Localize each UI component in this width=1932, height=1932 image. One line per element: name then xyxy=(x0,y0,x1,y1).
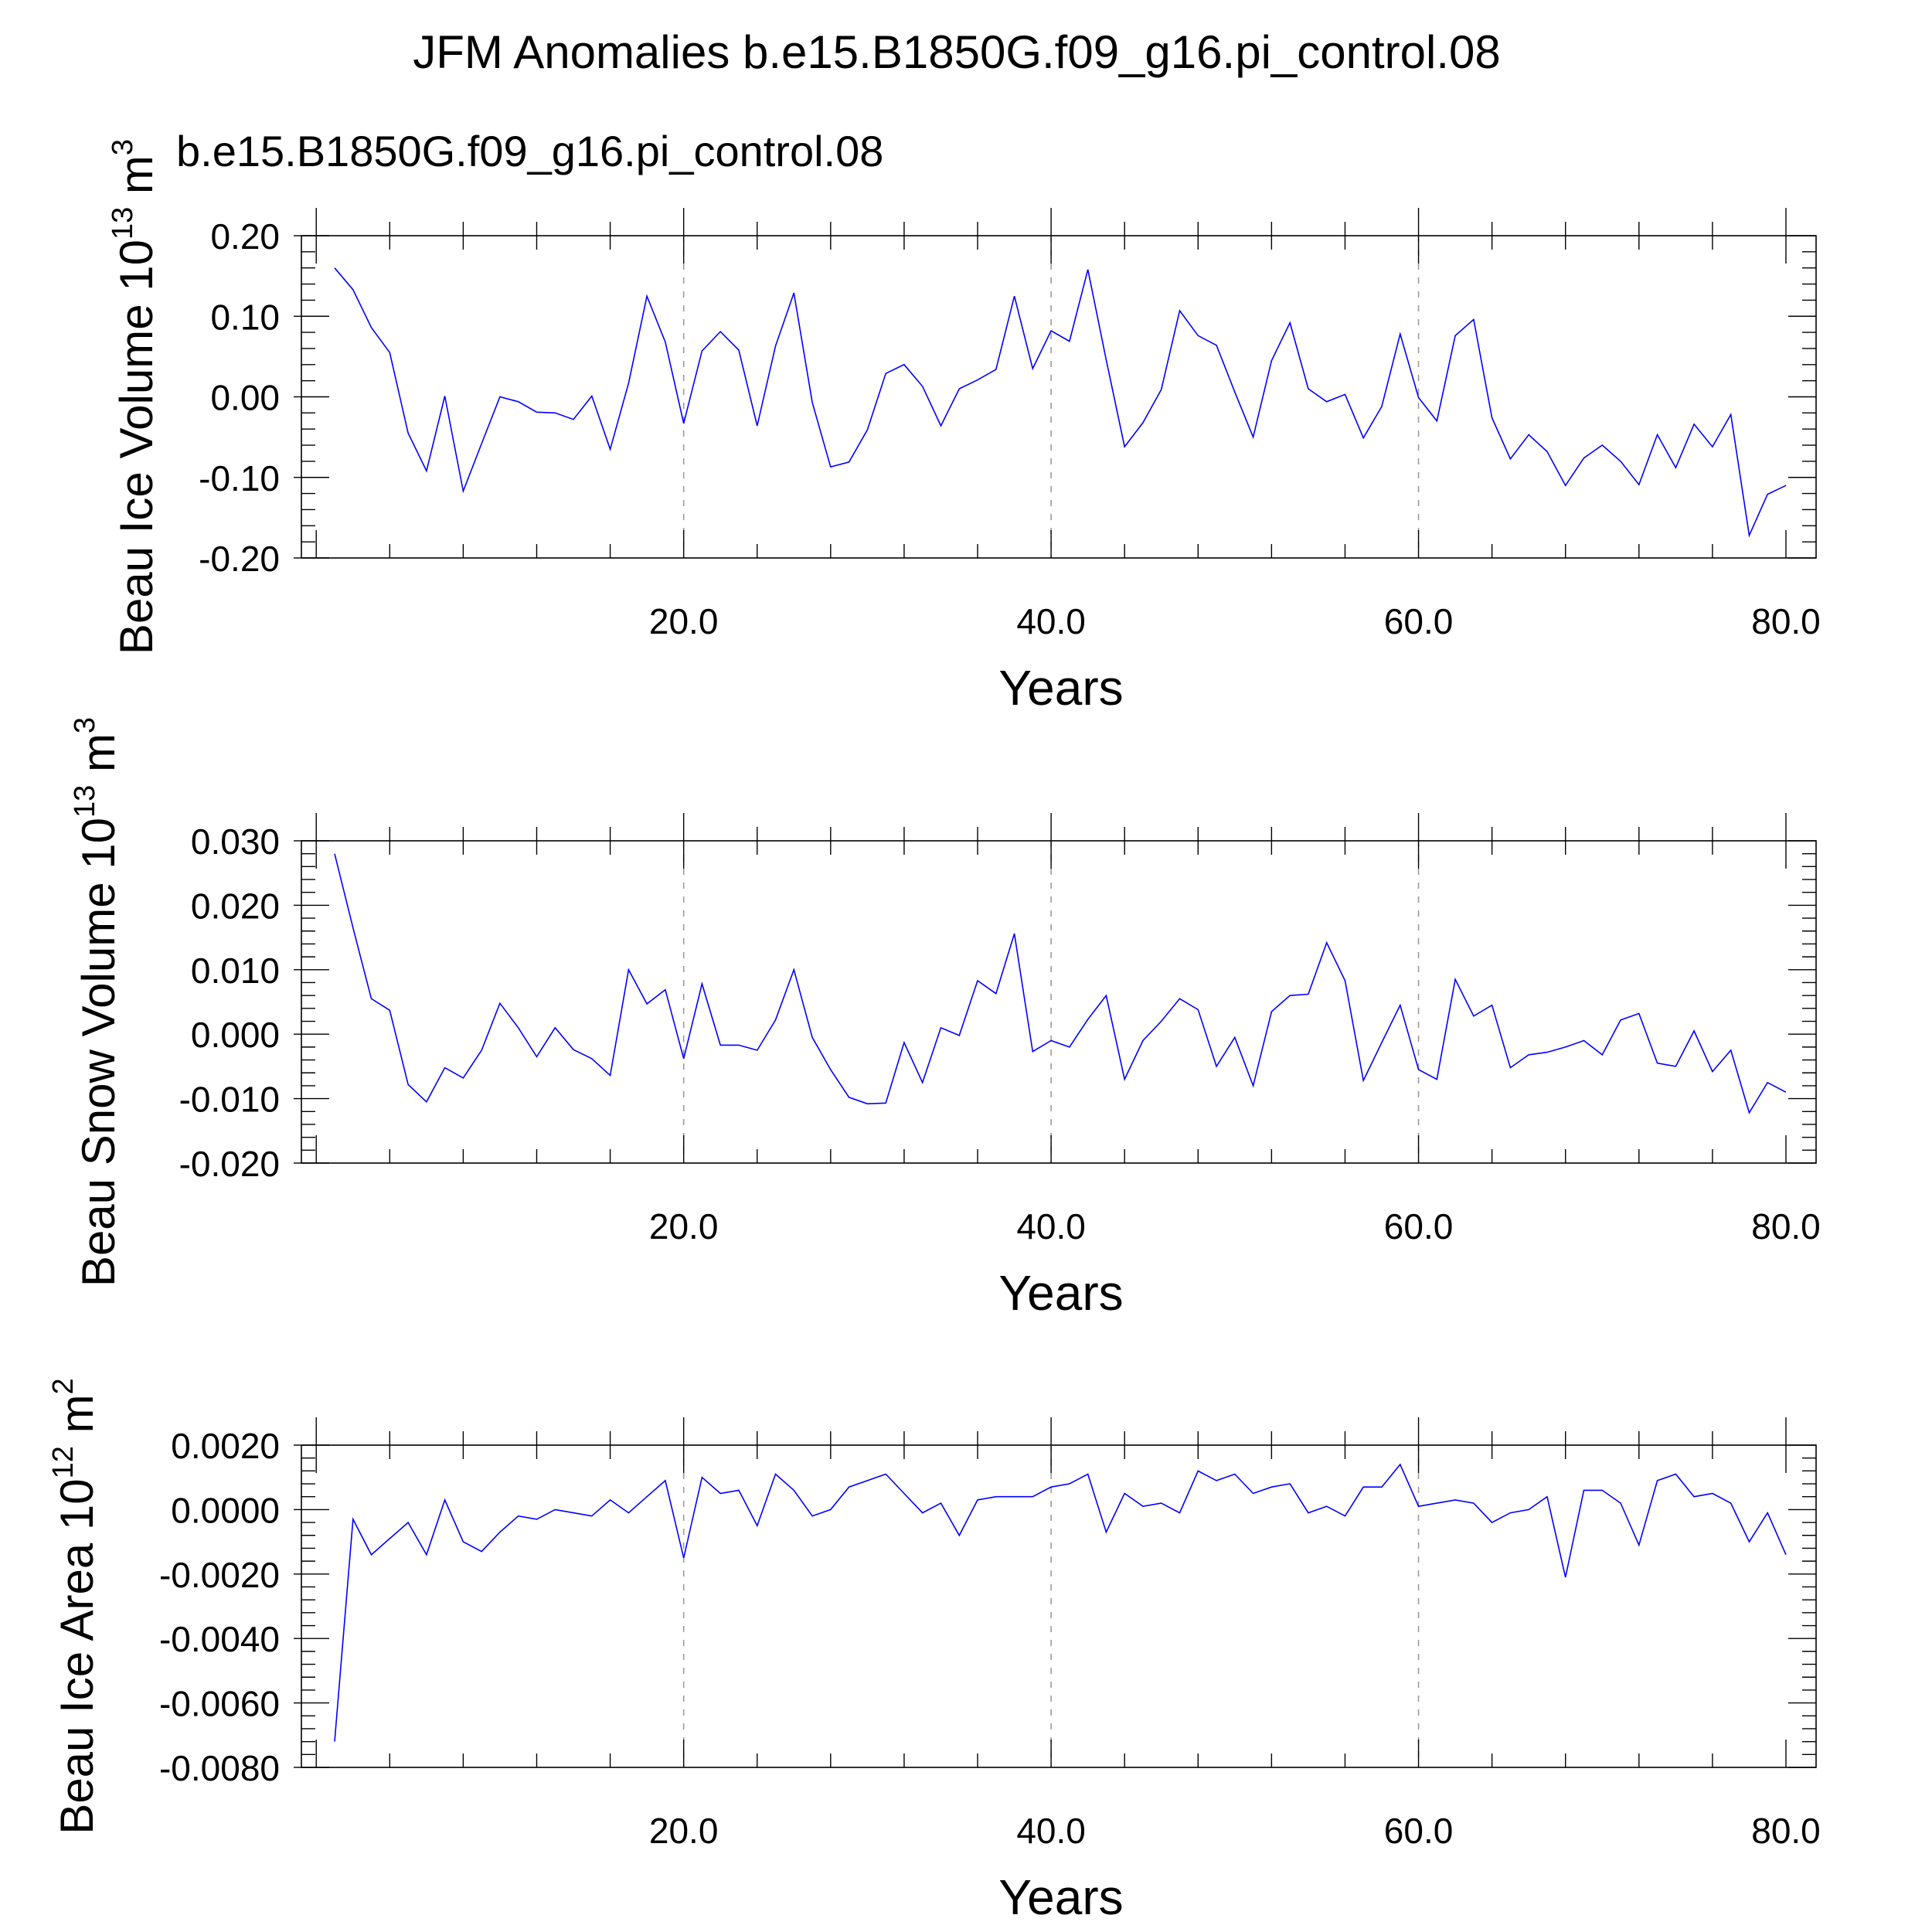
ice-area-series-line xyxy=(334,1463,1787,1742)
ice-area-ytick-label: 0.0020 xyxy=(171,1426,280,1466)
ice-area-xtick-label: 40.0 xyxy=(1016,1811,1086,1851)
snow-volume-series-line xyxy=(334,853,1787,1114)
ice-volume-ytick-label: 0.10 xyxy=(210,297,280,337)
ice-area-ytick-label: -0.0060 xyxy=(159,1684,280,1724)
ice-volume-ytick-label: -0.10 xyxy=(199,458,280,498)
ice-area-xaxis-title: Years xyxy=(998,1869,1123,1925)
ice-area-ytick-label: -0.0020 xyxy=(159,1555,280,1595)
ice-volume-xaxis-title: Years xyxy=(998,660,1123,716)
ice-area-ytick-label: 0.0000 xyxy=(171,1490,280,1530)
ice-volume-xtick-label: 20.0 xyxy=(649,601,719,641)
ice-area-xtick-label: 80.0 xyxy=(1751,1811,1821,1851)
ice-area-xtick-label: 60.0 xyxy=(1384,1811,1454,1851)
snow-volume-xtick-label: 80.0 xyxy=(1751,1206,1821,1247)
snow-volume-xtick-label: 60.0 xyxy=(1384,1206,1454,1247)
ice-volume-ytick-label: 0.00 xyxy=(210,378,280,418)
ice-volume-plot-frame xyxy=(301,235,1817,559)
ice-area-ytick-label: -0.0040 xyxy=(159,1619,280,1659)
snow-volume-ytick-label: -0.010 xyxy=(179,1080,280,1120)
snow-volume-xaxis-title: Years xyxy=(998,1265,1123,1321)
snow-volume-ytick-label: 0.010 xyxy=(191,951,280,991)
snow-volume-plot-frame xyxy=(301,840,1817,1164)
snow-volume-panel: -0.020 -0.010 0.000 0.010 0.020 0.030 20.0 40.0… xyxy=(69,717,1821,1321)
ice-volume-ytick-label: 0.20 xyxy=(210,216,280,257)
ice-volume-yaxis-title: Beau Ice Volume 1013 m3 xyxy=(107,139,162,655)
snow-volume-xtick-label: 40.0 xyxy=(1016,1206,1086,1247)
ice-volume-panel: -0.20 -0.10 0.00 0.10 0.20 20.0 40.0 60.0 80.0 Ye… xyxy=(107,139,1821,716)
ice-area-panel: -0.0080 -0.0060 -0.0040 -0.0020 0.0000 0.0020… xyxy=(47,1378,1821,1925)
snow-volume-ytick-label: 0.030 xyxy=(191,821,280,862)
ice-area-ytick-label: -0.0080 xyxy=(159,1748,280,1788)
snow-volume-ytick-label: 0.020 xyxy=(191,886,280,926)
snow-volume-xtick-label: 20.0 xyxy=(649,1206,719,1247)
ice-volume-xtick-label: 80.0 xyxy=(1751,601,1821,641)
ice-volume-xtick-label: 40.0 xyxy=(1016,601,1086,641)
ice-volume-ytick-label: -0.20 xyxy=(199,539,280,579)
ice-volume-series-line xyxy=(334,267,1787,538)
ice-area-yaxis-title: Beau Ice Area 1012 m2 xyxy=(47,1378,103,1834)
ice-area-xtick-label: 20.0 xyxy=(649,1811,719,1851)
chart-title: JFM Anomalies b.e15.B1850G.f09_g16.pi_co… xyxy=(413,26,1501,78)
snow-volume-yaxis-title: Beau Snow Volume 1013 m3 xyxy=(69,717,124,1287)
snow-volume-ytick-label: 0.000 xyxy=(191,1015,280,1055)
case-label: b.e15.B1850G.f09_g16.pi_control.08 xyxy=(176,127,883,175)
snow-volume-ytick-label: -0.020 xyxy=(179,1144,280,1184)
ice-area-plot-frame xyxy=(301,1444,1817,1768)
ice-volume-xtick-label: 60.0 xyxy=(1384,601,1454,641)
